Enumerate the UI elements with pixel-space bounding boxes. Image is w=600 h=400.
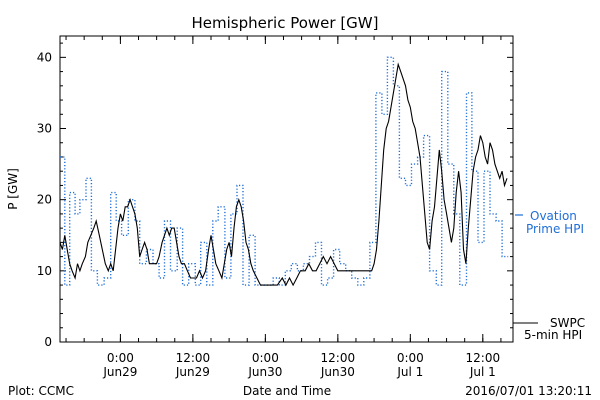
series-layer: [59, 56, 509, 287]
footer: Plot: CCMC Date and Time 2016/07/01 13:2…: [8, 384, 592, 398]
y-axis-label: P [GW]: [6, 168, 20, 210]
x-tick-label-time: 0:00: [397, 351, 424, 365]
y-tick-label: 40: [37, 50, 52, 64]
x-tick-label-date: Jul 1: [469, 365, 496, 379]
plot-area: [59, 35, 514, 343]
y-axis-ticks: 0 10 20 30 40: [37, 42, 513, 349]
x-tick-label-time: 12:00: [321, 351, 356, 365]
series-swpc-line: [59, 62, 508, 287]
footer-timestamp: 2016/07/01 13:20:11: [465, 384, 592, 398]
x-tick-label-date: Jun30: [247, 365, 282, 379]
x-tick-label-date: Jul 1: [396, 365, 423, 379]
series-ovation-prime-line: [60, 56, 509, 286]
x-axis-ticks: 0:00Jun2912:00Jun290:00Jun3012:00Jun300:…: [65, 36, 502, 379]
x-tick-label-time: 12:00: [466, 351, 501, 365]
legend-ovation-line2: Prime HPI: [526, 222, 584, 236]
legend-swpc-line2: 5-min HPI: [524, 328, 582, 342]
y-tick-label: 10: [37, 264, 52, 278]
plot-frame: [59, 35, 514, 343]
chart-title: Hemispheric Power [GW]: [192, 14, 379, 32]
x-tick-label-date: Jun29: [102, 365, 137, 379]
footer-axis-label: Date and Time: [243, 384, 331, 398]
x-tick-label-time: 12:00: [176, 351, 211, 365]
x-tick-label-time: 0:00: [252, 351, 279, 365]
x-tick-label-time: 0:00: [107, 351, 134, 365]
legend-swpc-line1: SWPC: [550, 316, 585, 330]
footer-plot-credit: Plot: CCMC: [8, 384, 74, 398]
y-tick-label: 30: [37, 122, 52, 136]
y-tick-label: 0: [44, 335, 52, 349]
y-tick-label: 20: [37, 193, 52, 207]
legend: Ovation Prime HPI SWPC 5-min HPI: [513, 209, 585, 342]
legend-ovation-line1: Ovation: [530, 209, 577, 223]
x-tick-label-date: Jun29: [175, 365, 210, 379]
x-tick-label-date: Jun30: [320, 365, 355, 379]
